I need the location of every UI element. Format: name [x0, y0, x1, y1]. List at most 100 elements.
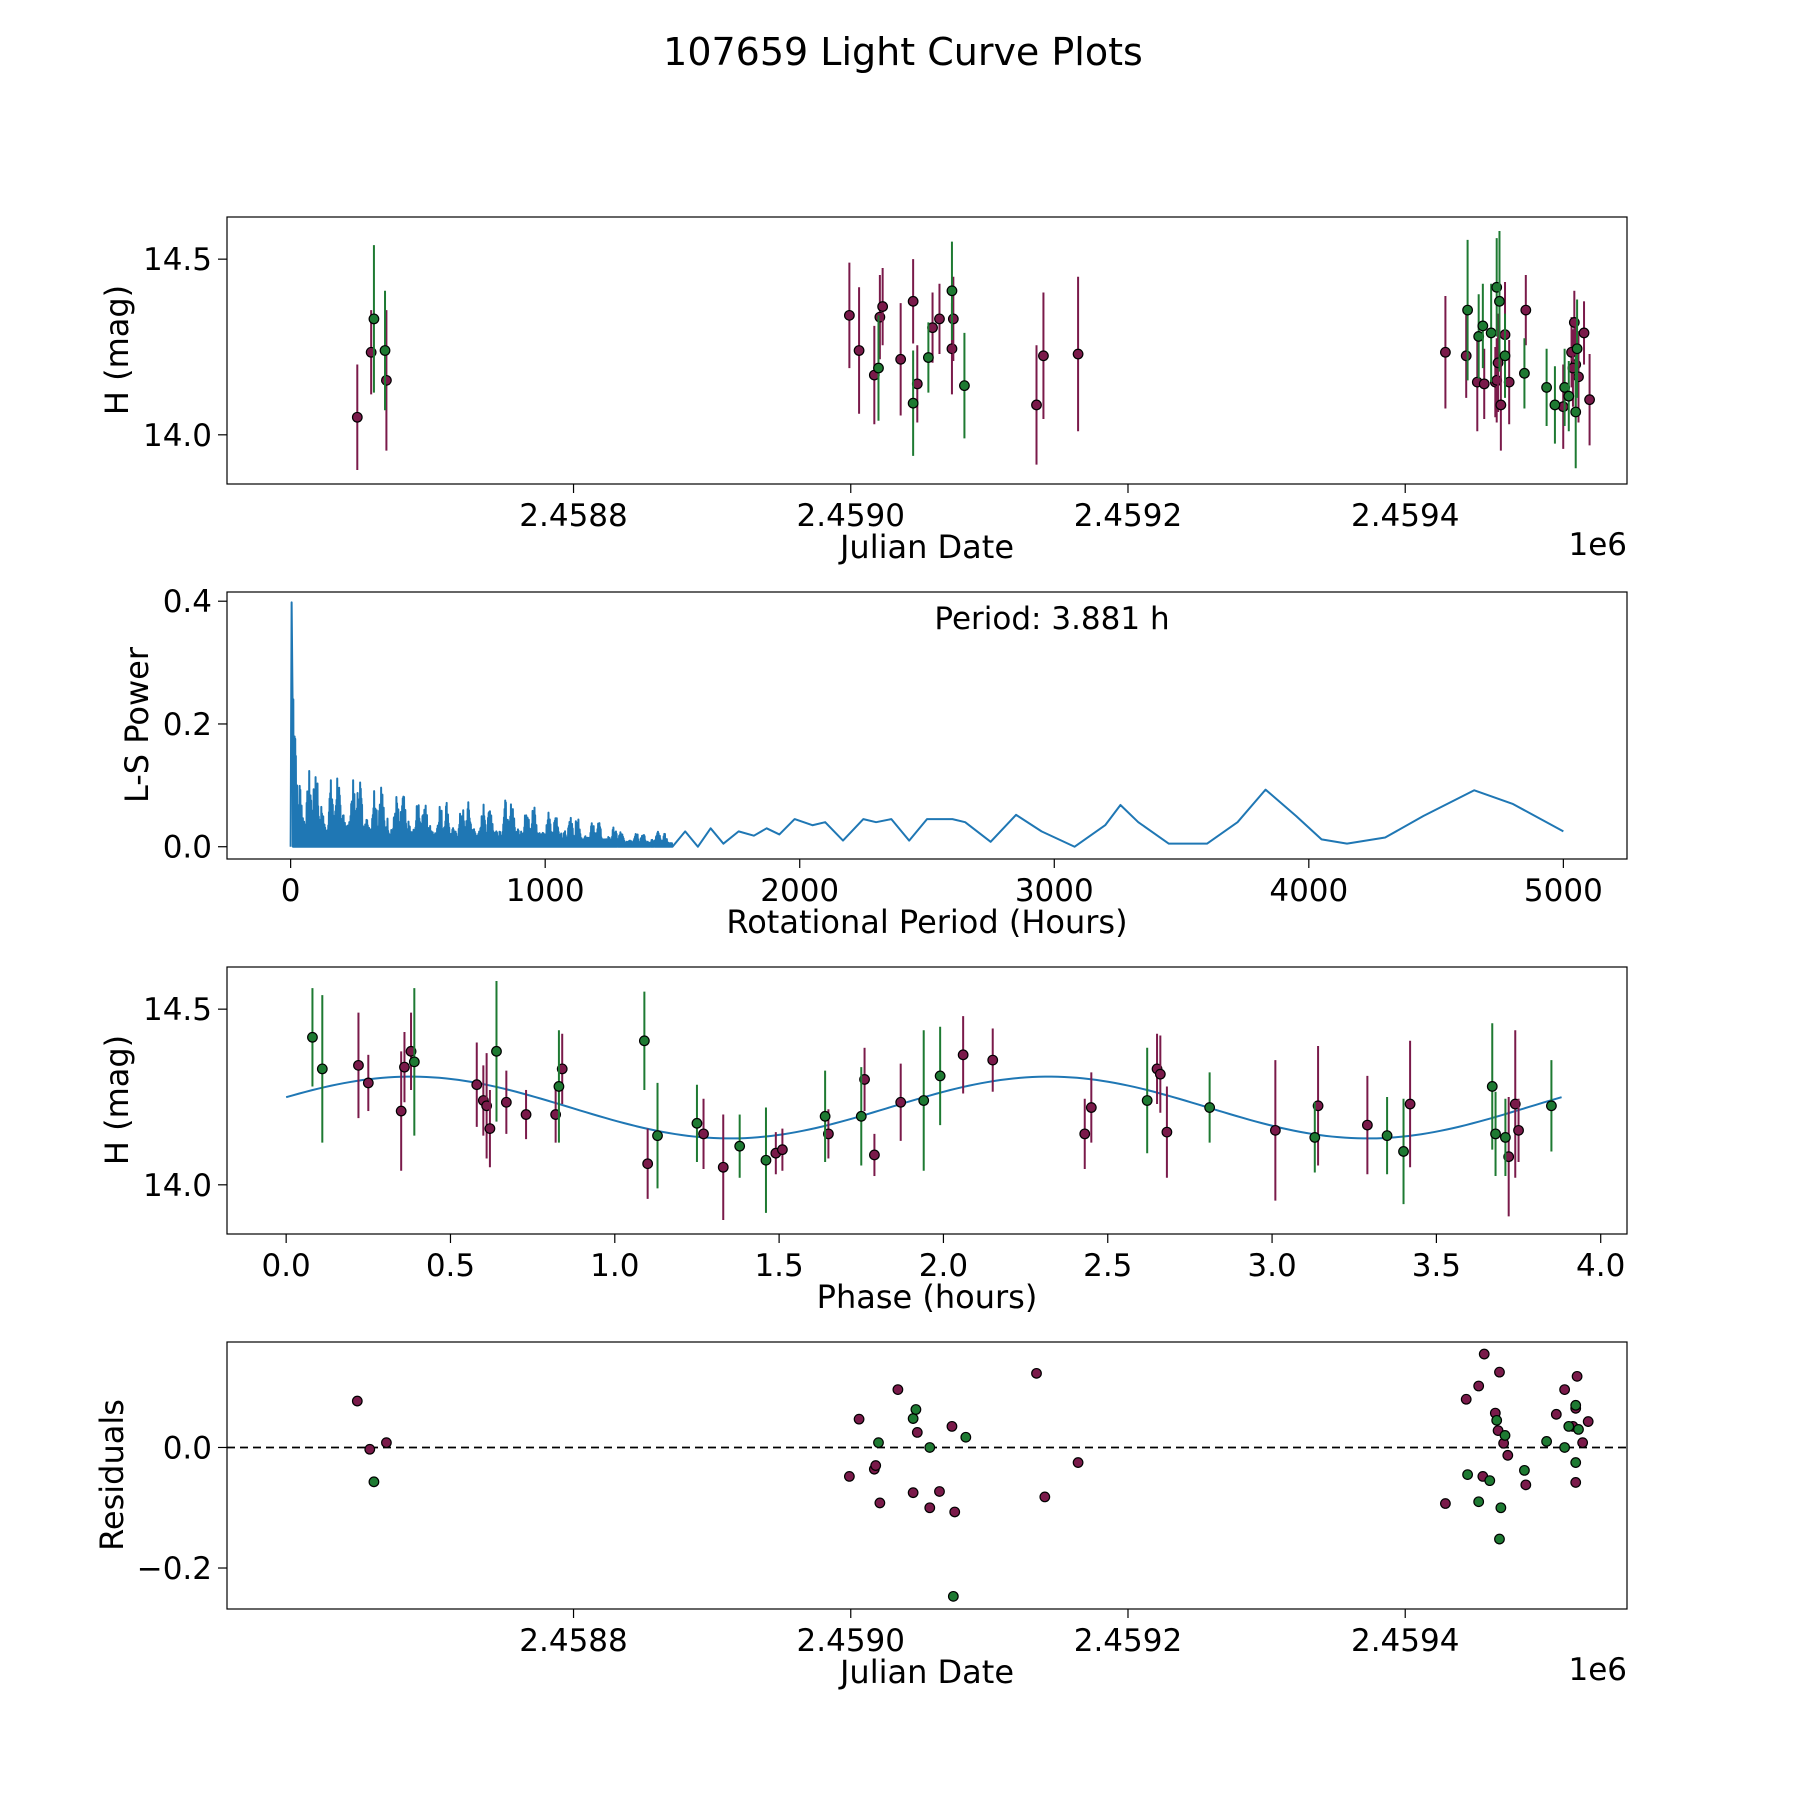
- green-data-point: [652, 1130, 663, 1142]
- red-data-point: [877, 301, 889, 312]
- green-data-point: [918, 1095, 930, 1106]
- red-data-point: [853, 1413, 865, 1425]
- red-data-point: [1038, 350, 1049, 362]
- green-data-point: [934, 1070, 946, 1082]
- y-tick-label: 0.0: [163, 830, 212, 866]
- red-data-point: [642, 1158, 654, 1170]
- green-data-point: [1563, 390, 1575, 402]
- green-data-point: [1571, 343, 1583, 355]
- red-data-point: [1559, 1384, 1571, 1396]
- y-tick-label: 0.4: [163, 584, 212, 620]
- green-data-point: [1462, 304, 1473, 316]
- red-data-point: [892, 1384, 904, 1396]
- green-data-point: [946, 285, 958, 297]
- green-data-point: [1519, 367, 1530, 379]
- red-data-point: [1478, 378, 1490, 390]
- red-data-point: [907, 295, 919, 307]
- green-data-point: [1541, 1436, 1553, 1447]
- green-data-point: [760, 1154, 772, 1166]
- green-data-point: [924, 1442, 936, 1453]
- red-data-point: [843, 309, 855, 321]
- red-data-point: [1072, 348, 1084, 360]
- green-data-point: [1499, 1430, 1511, 1441]
- x-tick-label: 2.4592: [1074, 1623, 1182, 1659]
- green-data-point: [1494, 1533, 1505, 1545]
- green-data-point: [1141, 1095, 1153, 1106]
- red-data-point: [1460, 1393, 1472, 1405]
- green-data-point: [819, 1110, 831, 1122]
- red-data-point: [869, 1149, 880, 1161]
- red-data-point: [1154, 1068, 1166, 1080]
- green-data-point: [873, 362, 884, 374]
- light-curve-ylabel: H (mag): [98, 285, 136, 415]
- x-tick-label: 4.0: [1576, 1248, 1625, 1284]
- red-data-point: [1478, 1348, 1490, 1360]
- green-data-point: [855, 1110, 867, 1122]
- y-tick-label: −0.2: [137, 1551, 212, 1587]
- residuals-x-offset: 1e6: [1568, 1652, 1627, 1688]
- green-data-point: [1485, 327, 1497, 339]
- red-data-point: [1494, 1366, 1505, 1378]
- red-data-point: [1513, 1124, 1524, 1136]
- green-data-point: [307, 1031, 318, 1043]
- red-data-point: [843, 1471, 855, 1482]
- green-data-point: [1462, 1469, 1473, 1480]
- red-data-point: [870, 1460, 882, 1471]
- red-data-point: [351, 1395, 363, 1407]
- x-tick-label: 5000: [1524, 873, 1603, 909]
- green-data-point: [1563, 1420, 1575, 1432]
- red-data-point: [1578, 327, 1590, 339]
- phase-frame: [226, 966, 1628, 1235]
- red-data-point: [381, 374, 392, 386]
- green-data-point: [368, 313, 380, 325]
- red-data-point: [1570, 1477, 1582, 1488]
- red-data-point: [395, 1105, 407, 1117]
- red-data-point: [1039, 1491, 1051, 1503]
- residuals-ticks: 2.4588 2.4590 2.4592 2.4594 −0.2 0.0: [137, 1430, 1460, 1659]
- red-data-point: [1571, 1370, 1583, 1382]
- green-data-point: [1398, 1146, 1409, 1157]
- green-data-point: [691, 1117, 703, 1129]
- phase-xlabel: Phase (hours): [817, 1278, 1038, 1316]
- phase-ticks: 0.0 0.5 1.0 1.5 2.0 2.5 3.0 3.5 4.0 14.0 14.5: [143, 992, 1625, 1284]
- green-data-point: [1486, 1081, 1498, 1092]
- red-data-point: [1584, 394, 1595, 406]
- green-data-point: [491, 1045, 502, 1057]
- green-data-point: [1495, 1502, 1507, 1514]
- green-data-point: [1309, 1131, 1321, 1143]
- y-tick-label: 14.0: [143, 1168, 212, 1204]
- red-data-point: [351, 411, 363, 423]
- light-curve-panel: 2.4588 2.4590 2.4592 2.4594 14.0 14.5 Julian …: [98, 216, 1628, 566]
- y-tick-label: 0.2: [163, 707, 212, 743]
- red-data-point: [362, 1077, 374, 1089]
- red-data-point: [471, 1079, 483, 1091]
- red-data-point: [1079, 1128, 1091, 1140]
- periodogram-ylabel: L-S Power: [118, 646, 156, 803]
- red-data-point: [698, 1128, 709, 1140]
- red-data-point: [484, 1123, 496, 1135]
- green-data-point: [907, 1413, 919, 1424]
- x-tick-label: 2000: [760, 873, 839, 909]
- residuals-xlabel: Julian Date: [838, 1653, 1014, 1691]
- x-tick-label: 2.4592: [1074, 498, 1182, 534]
- red-data-point: [1577, 1437, 1589, 1449]
- figure-title: 107659 Light Curve Plots: [663, 30, 1143, 74]
- green-data-point: [922, 352, 934, 363]
- x-tick-label: 2.4590: [797, 498, 905, 534]
- green-data-point: [960, 1431, 972, 1443]
- red-data-point: [1031, 1367, 1042, 1379]
- light-curve-frame: [226, 216, 1628, 485]
- red-data-point: [895, 353, 907, 365]
- green-data-point: [1490, 1128, 1501, 1140]
- green-data-point: [1499, 350, 1511, 362]
- periodogram-frame: [226, 591, 1628, 860]
- green-data-point: [734, 1140, 746, 1152]
- periodogram-ticks: 0 1000 2000 3000 4000 5000 0.0 0.2 0.4: [163, 584, 1603, 909]
- residual-points: [227, 1348, 1627, 1602]
- light-curve-ticks: 2.4588 2.4590 2.4592 2.4594 14.0 14.5: [143, 242, 1459, 534]
- phase-ylabel: H (mag): [98, 1035, 136, 1165]
- residuals-panel: 2.4588 2.4590 2.4592 2.4594 −0.2 0.0 Julian D…: [93, 1341, 1628, 1691]
- green-data-point: [1204, 1102, 1216, 1113]
- green-data-point: [1549, 399, 1561, 411]
